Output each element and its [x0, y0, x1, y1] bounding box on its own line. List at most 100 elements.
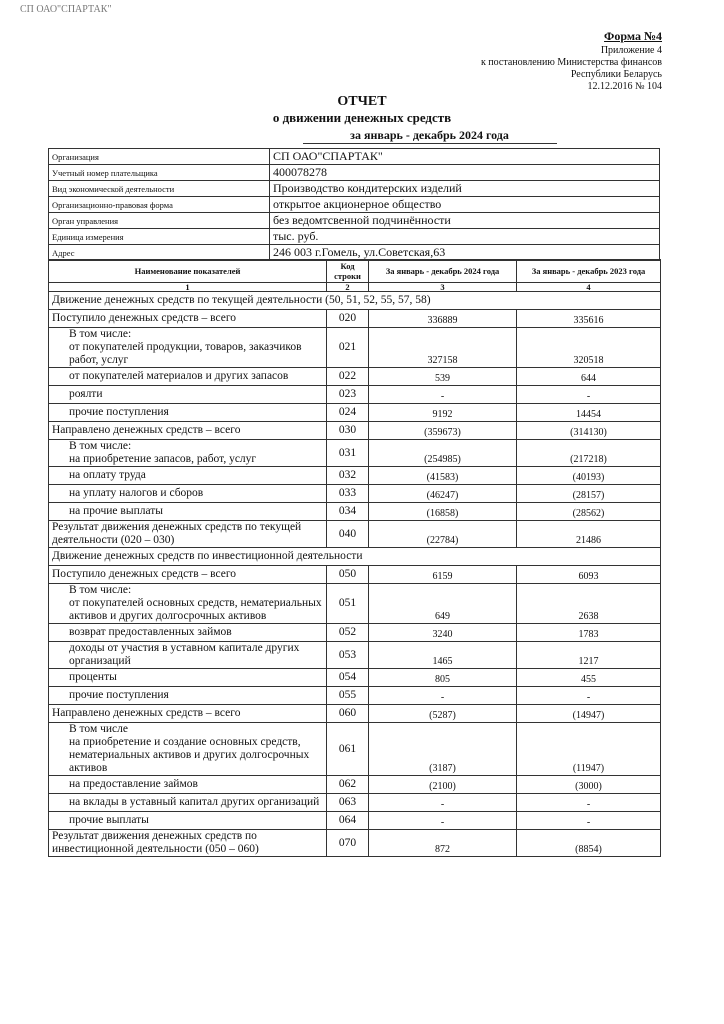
data-row: Направлено денежных средств – всего 060 (5… [48, 704, 661, 723]
value-2023: - [516, 385, 661, 404]
value-2024: (41583) [368, 466, 517, 485]
row-name: В том числе: от покупателей продукции, т… [48, 327, 327, 368]
value-2024: (22784) [368, 520, 517, 548]
row-code: 054 [326, 668, 369, 687]
value-2023: 1217 [516, 641, 661, 669]
data-row: Направлено денежных средств – всего 030 (3… [48, 421, 661, 440]
column-number: 2 [326, 282, 369, 292]
info-row: Адрес 246 003 г.Гомель, ул.Советская,63 [48, 244, 660, 261]
subtitle: о движении денежных средств [272, 110, 452, 125]
info-label: Организация [48, 148, 270, 165]
column-number: 4 [516, 282, 661, 292]
titles: ОТЧЕТ о движении денежных средств за янв… [0, 94, 724, 144]
row-code: 051 [326, 583, 369, 624]
section-title: Движение денежных средств по инвестицион… [48, 547, 661, 566]
value-2024: (359673) [368, 421, 517, 440]
data-row: В том числе: от покупателей продукции, т… [48, 327, 661, 368]
value-2023: 21486 [516, 520, 661, 548]
row-name: прочие поступления [48, 403, 327, 422]
info-label: Учетный номер плательщика [48, 164, 270, 181]
value-2023: - [516, 686, 661, 705]
value-2024: 9192 [368, 403, 517, 422]
data-row: Поступило денежных средств – всего 020 336… [48, 309, 661, 328]
value-2024: (46247) [368, 484, 517, 503]
data-row: Поступило денежных средств – всего 050 615… [48, 565, 661, 584]
data-row: прочие выплаты 064- - [48, 811, 661, 830]
row-code: 061 [326, 722, 369, 776]
value-2024: (5287) [368, 704, 517, 723]
row-name: В том числе: от покупателей основных сре… [48, 583, 327, 624]
row-name: Результат движения денежных средств по и… [48, 829, 327, 857]
row-code: 021 [326, 327, 369, 368]
title: ОТЧЕТ [337, 94, 387, 109]
form-block: Форма №4 Приложение 4 к постановлению Ми… [481, 30, 662, 93]
row-code: 023 [326, 385, 369, 404]
row-name: Поступило денежных средств – всего [48, 565, 327, 584]
section-title: Движение денежных средств по текущей дея… [48, 291, 661, 310]
info-value: открытое акционерное общество [269, 196, 660, 213]
data-row: роялти 023- - [48, 385, 661, 404]
value-2024: - [368, 811, 517, 830]
value-2023: (3000) [516, 775, 661, 794]
info-value: без ведомтсвенной подчинённости [269, 212, 660, 229]
value-2023: (28562) [516, 502, 661, 521]
period: за январь - декабрь 2024 года [302, 128, 557, 144]
value-2024: (2100) [368, 775, 517, 794]
value-2024: - [368, 793, 517, 812]
value-2023: - [516, 793, 661, 812]
appendix-line: 12.12.2016 № 104 [587, 81, 662, 92]
data-row: Результат движения денежных средств по и… [48, 829, 661, 857]
row-code: 034 [326, 502, 369, 521]
header-row: Наименование показателей Код строки За янв… [48, 259, 661, 283]
row-code: 022 [326, 367, 369, 386]
value-2024: 3240 [368, 623, 517, 642]
info-value: СП ОАО"СПАРТАК" [269, 148, 660, 165]
value-2024: 1465 [368, 641, 517, 669]
info-value: Производство кондитерских изделий [269, 180, 660, 197]
column-number: 1 [48, 282, 327, 292]
row-name: на уплату налогов и сборов [48, 484, 327, 503]
row-code: 052 [326, 623, 369, 642]
data-row: на уплату налогов и сборов 033 (46247) (281… [48, 484, 661, 503]
section-row: Движение денежных средств по инвестицион… [48, 547, 661, 566]
info-label: Единица измерения [48, 228, 270, 245]
value-2023: (28157) [516, 484, 661, 503]
column-header: За январь - декабрь 2024 года [368, 259, 517, 283]
row-name: на прочие выплаты [48, 502, 327, 521]
appendix-line: к постановлению Министерства финансов [480, 57, 662, 68]
value-2023: 1783 [516, 623, 661, 642]
row-name: на предоставление займов [48, 775, 327, 794]
row-code: 040 [326, 520, 369, 548]
data-row: на прочие выплаты 034 (16858) (28562) [48, 502, 661, 521]
info-row: Организация СП ОАО"СПАРТАК" [48, 148, 660, 165]
row-name: прочие поступления [48, 686, 327, 705]
row-name: Направлено денежных средств – всего [48, 421, 327, 440]
data-row: В том числе: от покупателей основных сре… [48, 583, 661, 624]
data-row: на предоставление займов 062 (2100) (3000) [48, 775, 661, 794]
column-number: 3 [368, 282, 517, 292]
row-code: 032 [326, 466, 369, 485]
row-name: проценты [48, 668, 327, 687]
data-row: В том числе: на приобретение запасов, ра… [48, 439, 661, 467]
row-code: 033 [326, 484, 369, 503]
column-header: Наименование показателей [48, 259, 327, 283]
value-2023: (14947) [516, 704, 661, 723]
row-name: прочие выплаты [48, 811, 327, 830]
value-2024: 649 [368, 583, 517, 624]
value-2024: 872 [368, 829, 517, 857]
info-row: Организационно-правовая форма открытое ак… [48, 196, 660, 213]
info-label: Орган управления [48, 212, 270, 229]
data-row: В том числе на приобретение и создание о… [48, 722, 661, 776]
row-name: на оплату труда [48, 466, 327, 485]
row-name: В том числе на приобретение и создание о… [48, 722, 327, 776]
value-2024: (254985) [368, 439, 517, 467]
data-row: на вклады в уставный капитал других орга… [48, 793, 661, 812]
row-name: возврат предоставленных займов [48, 623, 327, 642]
row-code: 020 [326, 309, 369, 328]
appendix-line: Приложение 4 [600, 45, 662, 56]
value-2024: (3187) [368, 722, 517, 776]
row-code: 064 [326, 811, 369, 830]
